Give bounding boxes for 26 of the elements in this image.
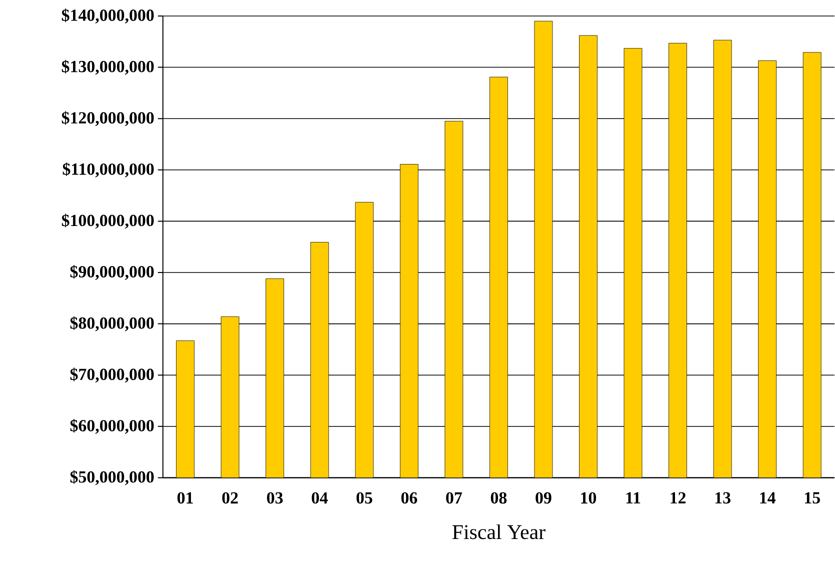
x-tick-label: 11 (626, 492, 640, 504)
x-tick-label: 15 (805, 492, 820, 504)
y-tick-label: $70,000,000 (70, 368, 154, 383)
x-tick-label: 10 (581, 492, 596, 504)
x-tick-label: 08 (490, 492, 507, 504)
y-tick-label: $120,000,000 (62, 111, 154, 126)
x-tick-label: 12 (670, 492, 686, 504)
y-tick-label: $60,000,000 (70, 419, 154, 434)
x-tick-label: 03 (267, 492, 283, 504)
x-tick-label: 14 (760, 492, 776, 504)
x-tick-label: 01 (177, 492, 193, 504)
y-tick-label: $100,000,000 (62, 214, 154, 229)
x-tick-label: 04 (312, 492, 328, 504)
y-tick-label: $90,000,000 (70, 265, 154, 280)
x-tick-label: 13 (715, 492, 730, 504)
y-tick-label: $110,000,000 (62, 162, 154, 178)
x-axis-title: Fiscal Year (452, 524, 546, 540)
y-tick-label: $50,000,000 (70, 470, 154, 486)
y-tick-label: $130,000,000 (62, 60, 154, 75)
x-tick-label: 02 (222, 492, 238, 504)
y-tick-label: $140,000,000 (62, 8, 154, 24)
x-tick-label: 07 (446, 492, 462, 504)
x-tick-label: 06 (401, 492, 418, 504)
x-tick-label: 09 (536, 492, 552, 504)
x-tick-label: 05 (356, 492, 372, 504)
y-tick-label: $80,000,000 (70, 316, 154, 332)
